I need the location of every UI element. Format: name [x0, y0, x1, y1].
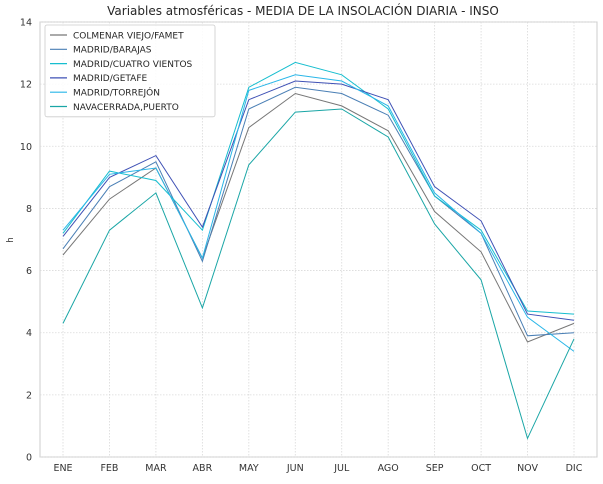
y-tick-label: 10: [20, 142, 32, 153]
x-tick-label: MAR: [145, 463, 167, 474]
y-tick-label: 2: [26, 390, 32, 401]
y-tick-label: 8: [26, 204, 32, 215]
x-tick-label: ENE: [53, 463, 72, 474]
legend-entry: NAVACERRADA,PUERTO: [73, 103, 179, 113]
series-line-2: [62, 86, 575, 337]
y-tick-label: 14: [20, 18, 32, 29]
y-tick-label: 12: [20, 80, 32, 91]
x-tick-label: NOV: [517, 463, 538, 474]
y-tick-label: 0: [26, 453, 32, 464]
x-tick-label: OCT: [471, 463, 491, 474]
legend: COLMENAR VIEJO/FAMET MADRID/BARAJAS MADRID…: [44, 24, 216, 118]
legend-entry: MADRID/CUATRO VIENTOS: [73, 60, 193, 70]
series-line-5: [62, 74, 575, 352]
series-line-3: [62, 61, 575, 315]
y-tick-label: 4: [26, 328, 32, 339]
x-tick-label: MAY: [239, 463, 259, 474]
series-line-1: [62, 92, 575, 343]
x-tick-label: JUL: [333, 463, 350, 474]
x-tick-label: FEB: [100, 463, 118, 474]
x-tick-label: AGO: [378, 463, 399, 474]
legend-entry: MADRID/TORREJÓN: [73, 87, 160, 99]
legend-entry: MADRID/GETAFE: [73, 74, 148, 84]
plot-frame: [39, 21, 598, 458]
chart-title: Variables atmosféricas - MEDIA DE LA INS…: [107, 3, 499, 18]
series-line-4: [62, 80, 575, 321]
series-group: [62, 61, 575, 440]
y-axis-label: h: [6, 237, 16, 243]
y-tick-label: 6: [26, 266, 32, 277]
legend-entry: COLMENAR VIEJO/FAMET: [73, 31, 184, 41]
x-tick-label: DIC: [566, 463, 583, 474]
x-tick-label: SEP: [426, 463, 444, 474]
series-line-6: [62, 108, 575, 440]
x-tick-label: JUN: [286, 463, 304, 474]
legend-box: [44, 24, 216, 118]
legend-entry: MADRID/BARAJAS: [73, 46, 152, 56]
x-tick-label: ABR: [193, 463, 213, 474]
axis-ticks: 0 2 4 6 8 10 12 14 ENE FEB MAR ABR MAY JUN JUL AGO SEP OC…: [20, 18, 583, 475]
